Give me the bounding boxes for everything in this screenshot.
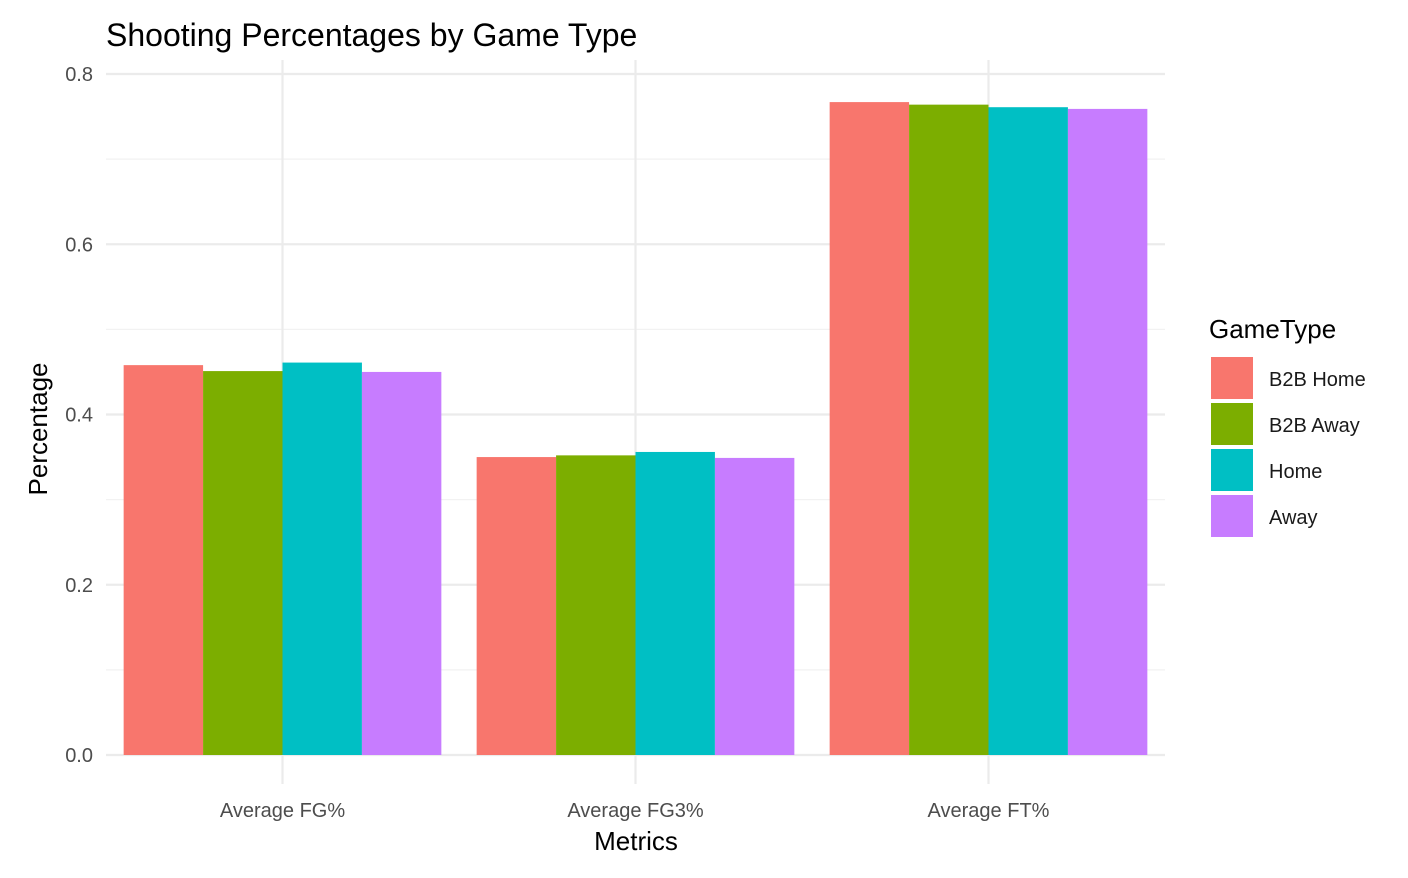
y-tick-label: 0.4 [65, 405, 93, 427]
bar [556, 455, 636, 755]
legend-key [1211, 495, 1253, 537]
x-tick-label: Average FT% [928, 800, 1050, 822]
legend-label: B2B Away [1269, 415, 1360, 437]
y-axis-ticks: 0.0 0.2 0.4 0.6 0.8 [65, 64, 93, 767]
legend-key [1211, 449, 1253, 491]
y-tick-label: 0.0 [65, 745, 93, 767]
legend-label: Away [1269, 507, 1318, 529]
legend-label: B2B Home [1269, 369, 1366, 391]
bar [829, 102, 910, 755]
bar [1067, 108, 1148, 756]
chart-title: Shooting Percentages by Game Type [106, 17, 637, 53]
y-tick-label: 0.2 [65, 575, 93, 597]
bar [909, 104, 989, 755]
legend-key [1211, 357, 1253, 399]
x-tick-label: Average FG% [220, 800, 345, 822]
bar [635, 451, 715, 755]
legend: GameType B2B Home B2B Away Home Away [1209, 314, 1366, 537]
legend-title: GameType [1209, 314, 1336, 344]
y-tick-label: 0.6 [65, 234, 93, 256]
bar [476, 457, 557, 755]
y-axis-title: Percentage [23, 363, 53, 496]
legend-label: Home [1269, 461, 1322, 483]
y-tick-label: 0.8 [65, 64, 93, 86]
bar [203, 371, 283, 755]
x-axis-ticks: Average FG% Average FG3% Average FT% [220, 800, 1050, 822]
x-tick-label: Average FG3% [567, 800, 704, 822]
legend-key [1211, 403, 1253, 445]
bar [714, 457, 795, 755]
bar [361, 371, 442, 755]
bar [988, 107, 1068, 756]
x-axis-title: Metrics [594, 826, 678, 856]
bar [123, 365, 204, 755]
bar [282, 362, 362, 755]
bars [123, 102, 1148, 756]
